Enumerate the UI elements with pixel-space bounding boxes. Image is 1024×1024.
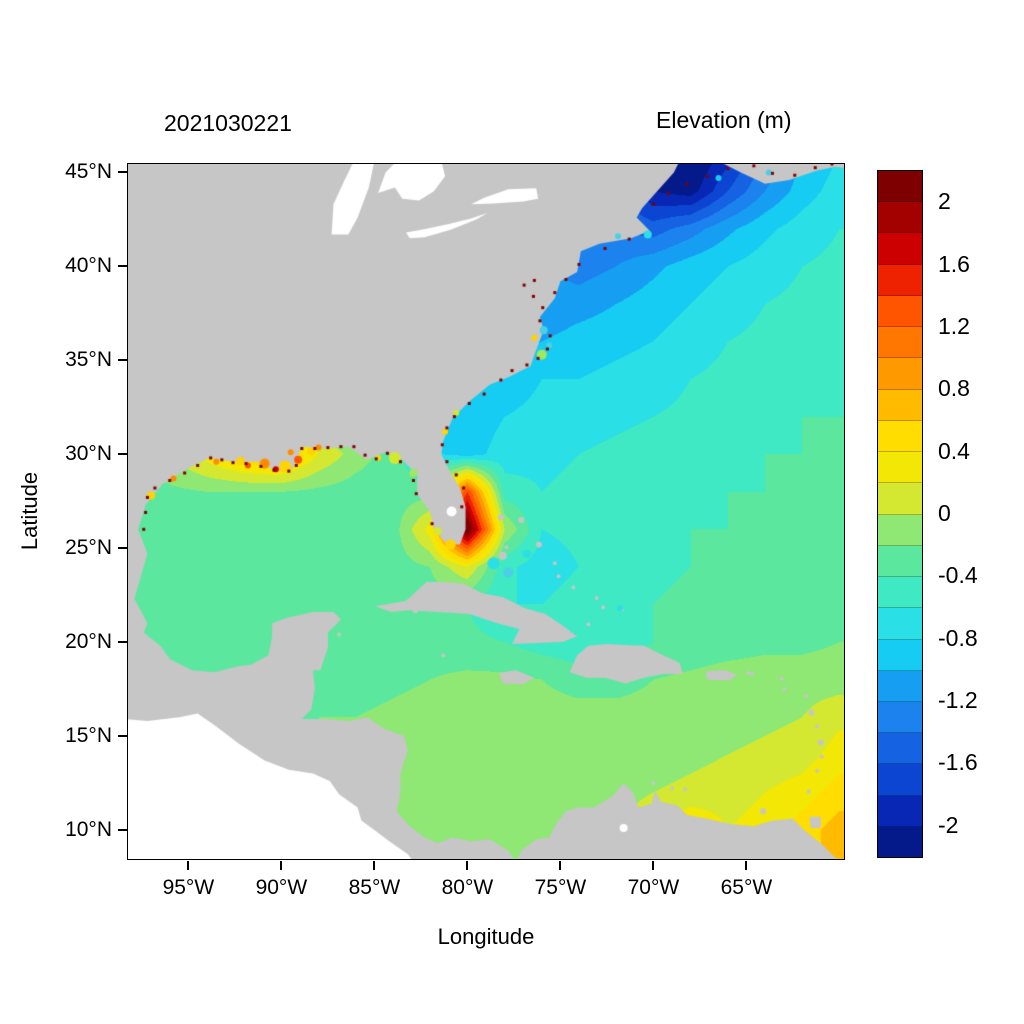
- x-tick-label: 80°W: [441, 876, 494, 899]
- y-axis-label: Latitude: [17, 471, 42, 551]
- x-tick-label: 75°W: [534, 876, 587, 899]
- colorbar-band: [878, 264, 922, 296]
- y-tick: [118, 828, 127, 831]
- x-tick-label: 90°W: [255, 876, 308, 899]
- x-tick-label: 70°W: [627, 876, 680, 899]
- x-tick-label: 95°W: [162, 876, 215, 899]
- colorbar-band: [878, 670, 922, 702]
- colorbar-tick-label: -1.6: [938, 749, 978, 776]
- x-tick: [745, 861, 748, 870]
- colorbar-tick-label: 0.4: [938, 437, 970, 464]
- elevation-heatmap-canvas: [127, 163, 845, 860]
- colorbar-band: [878, 295, 922, 328]
- colorbar: [877, 170, 923, 858]
- colorbar-tick-label: -1.2: [938, 687, 978, 714]
- y-tick-label: 20°N: [65, 630, 112, 654]
- colorbar-band: [878, 233, 922, 265]
- colorbar-tick-label: 1.2: [938, 312, 970, 339]
- y-tick-label: 25°N: [65, 536, 112, 560]
- colorbar-band: [878, 420, 922, 453]
- y-tick: [118, 453, 127, 456]
- timestamp-title: 2021030221: [164, 110, 292, 136]
- colorbar-band: [878, 639, 922, 671]
- colorbar-tick-label: 1.6: [938, 250, 970, 277]
- colorbar-band: [878, 171, 922, 203]
- y-tick: [118, 265, 127, 268]
- y-tick: [118, 641, 127, 644]
- colorbar-band: [878, 545, 922, 578]
- colorbar-tick-label: 0.8: [938, 375, 970, 402]
- colorbar-band: [878, 202, 922, 234]
- x-tick: [373, 861, 376, 870]
- y-tick: [118, 171, 127, 174]
- x-tick-label: 85°W: [348, 876, 401, 899]
- y-tick-label: 30°N: [65, 442, 112, 466]
- colorbar-band: [878, 764, 922, 796]
- colorbar-tick-label: 2: [938, 188, 951, 215]
- y-tick-label: 10°N: [65, 817, 112, 841]
- y-tick-label: 15°N: [65, 724, 112, 747]
- colorbar-band: [878, 608, 922, 640]
- colorbar-band: [878, 701, 922, 734]
- y-tick: [118, 359, 127, 362]
- y-tick: [118, 735, 127, 737]
- x-tick: [652, 861, 655, 870]
- y-tick-label: 35°N: [65, 348, 112, 372]
- colorbar-band: [878, 389, 922, 421]
- colorbar-band: [878, 514, 922, 546]
- colorbar-band: [878, 826, 922, 858]
- colorbar-tick-label: -0.8: [938, 624, 978, 651]
- colorbar-band: [878, 327, 922, 359]
- y-tick: [118, 547, 127, 550]
- colorbar-band: [878, 795, 922, 827]
- colorbar-title: Elevation (m): [656, 107, 792, 133]
- colorbar-band: [878, 452, 922, 484]
- x-tick-label: 65°W: [720, 876, 773, 899]
- colorbar-band: [878, 577, 922, 609]
- x-axis-label: Longitude: [437, 924, 535, 949]
- y-tick-label: 45°N: [65, 160, 112, 184]
- x-tick: [466, 861, 469, 870]
- colorbar-tick-label: -0.4: [938, 562, 978, 589]
- colorbar-band: [878, 358, 922, 390]
- colorbar-tick-label: 0: [938, 500, 951, 526]
- x-tick: [280, 861, 283, 870]
- colorbar-band: [878, 733, 922, 765]
- colorbar-band: [878, 483, 922, 515]
- colorbar-tick-label: -2: [938, 811, 959, 838]
- y-tick-label: 40°N: [65, 254, 112, 278]
- x-tick: [187, 861, 190, 870]
- x-tick: [559, 861, 562, 870]
